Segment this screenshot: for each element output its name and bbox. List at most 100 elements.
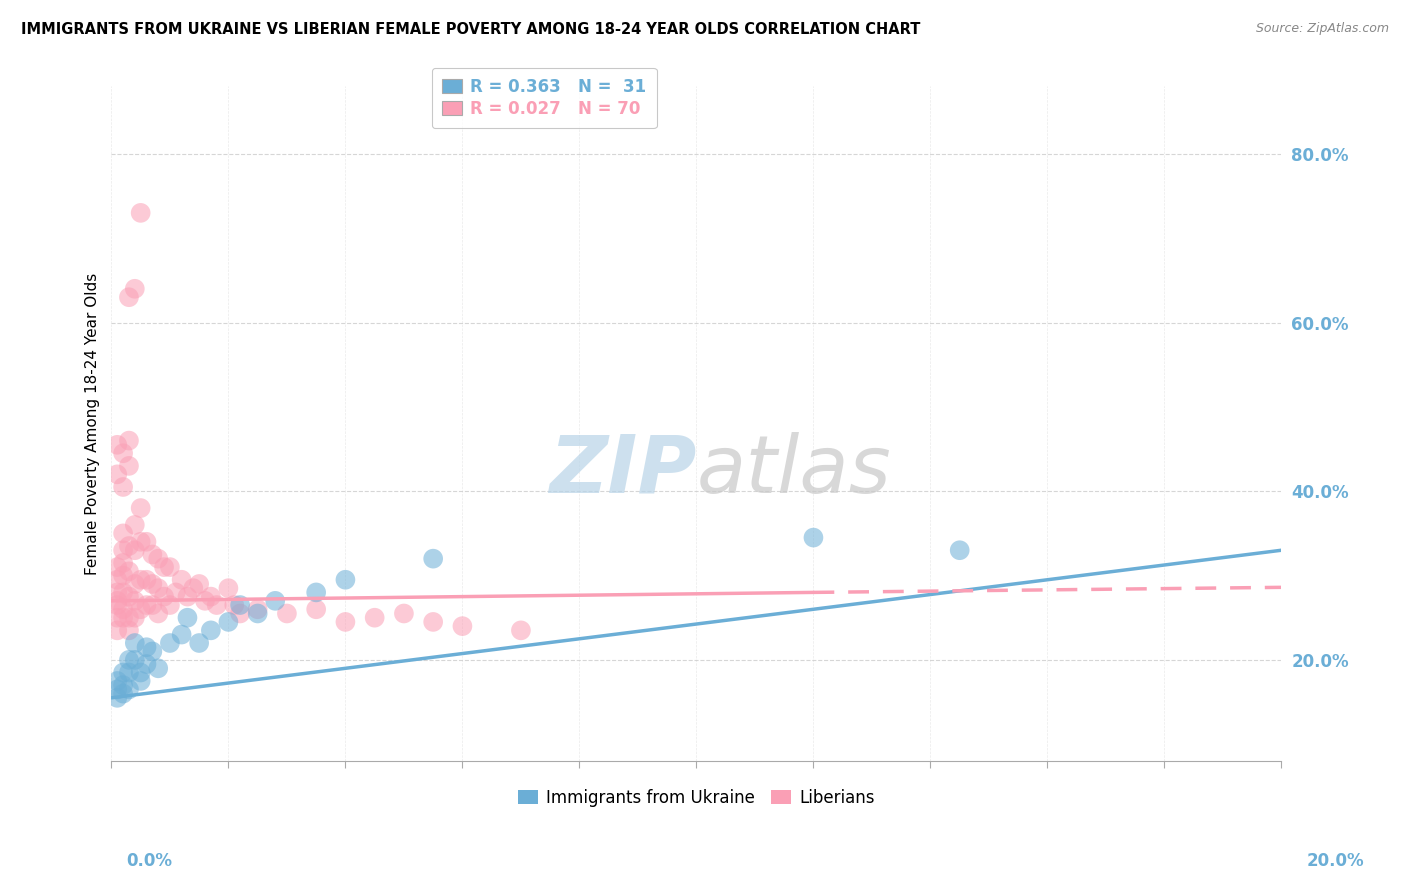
Point: [194, 594, 217, 608]
Point: [229, 598, 252, 612]
Point: [105, 467, 128, 482]
Point: [246, 607, 269, 621]
Point: [112, 480, 135, 494]
Point: [264, 594, 287, 608]
Point: [118, 458, 141, 473]
Point: [124, 610, 146, 624]
Point: [124, 636, 146, 650]
Point: [803, 531, 825, 545]
Point: [129, 665, 152, 680]
Text: ZIP: ZIP: [550, 432, 696, 510]
Point: [118, 624, 141, 638]
Point: [112, 678, 135, 692]
Point: [422, 551, 444, 566]
Point: [135, 573, 157, 587]
Point: [129, 602, 152, 616]
Point: [112, 585, 135, 599]
Point: [246, 602, 269, 616]
Point: [124, 543, 146, 558]
Point: [112, 446, 135, 460]
Point: [200, 624, 222, 638]
Point: [335, 615, 357, 629]
Point: [363, 610, 385, 624]
Point: [153, 560, 176, 574]
Point: [105, 690, 128, 705]
Point: [118, 665, 141, 680]
Point: [451, 619, 474, 633]
Point: [229, 607, 252, 621]
Point: [105, 610, 128, 624]
Text: 20.0%: 20.0%: [1306, 852, 1364, 870]
Point: [170, 573, 193, 587]
Point: [124, 577, 146, 591]
Point: [105, 682, 128, 697]
Point: [118, 290, 141, 304]
Point: [159, 560, 181, 574]
Point: [148, 581, 170, 595]
Point: [949, 543, 972, 558]
Point: [224, 598, 246, 612]
Point: [129, 501, 152, 516]
Point: [188, 577, 211, 591]
Point: [165, 585, 187, 599]
Point: [105, 598, 128, 612]
Point: [159, 598, 181, 612]
Point: [124, 282, 146, 296]
Point: [129, 673, 152, 688]
Point: [510, 624, 533, 638]
Point: [153, 590, 176, 604]
Point: [305, 602, 328, 616]
Point: [141, 548, 163, 562]
Point: [112, 543, 135, 558]
Point: [129, 206, 152, 220]
Point: [170, 627, 193, 641]
Point: [112, 556, 135, 570]
Point: [200, 590, 222, 604]
Point: [129, 573, 152, 587]
Point: [217, 581, 239, 595]
Legend: Immigrants from Ukraine, Liberians: Immigrants from Ukraine, Liberians: [510, 782, 882, 814]
Point: [141, 644, 163, 658]
Point: [335, 573, 357, 587]
Point: [159, 636, 181, 650]
Point: [135, 598, 157, 612]
Text: IMMIGRANTS FROM UKRAINE VS LIBERIAN FEMALE POVERTY AMONG 18-24 YEAR OLDS CORRELA: IMMIGRANTS FROM UKRAINE VS LIBERIAN FEMA…: [21, 22, 921, 37]
Point: [305, 585, 328, 599]
Point: [141, 577, 163, 591]
Point: [276, 607, 298, 621]
Point: [112, 610, 135, 624]
Point: [135, 640, 157, 655]
Point: [112, 687, 135, 701]
Point: [118, 564, 141, 578]
Point: [135, 534, 157, 549]
Point: [148, 551, 170, 566]
Point: [112, 665, 135, 680]
Point: [141, 598, 163, 612]
Point: [105, 438, 128, 452]
Point: [118, 653, 141, 667]
Point: [217, 615, 239, 629]
Point: [112, 602, 135, 616]
Point: [105, 573, 128, 587]
Point: [118, 610, 141, 624]
Point: [112, 568, 135, 582]
Point: [105, 624, 128, 638]
Point: [118, 539, 141, 553]
Point: [148, 661, 170, 675]
Point: [135, 657, 157, 671]
Point: [105, 673, 128, 688]
Point: [124, 653, 146, 667]
Text: atlas: atlas: [696, 432, 891, 510]
Point: [124, 517, 146, 532]
Point: [188, 636, 211, 650]
Point: [105, 560, 128, 574]
Point: [392, 607, 415, 621]
Point: [124, 594, 146, 608]
Point: [129, 534, 152, 549]
Point: [176, 590, 198, 604]
Text: 0.0%: 0.0%: [127, 852, 173, 870]
Point: [112, 526, 135, 541]
Point: [118, 682, 141, 697]
Point: [105, 594, 128, 608]
Text: Source: ZipAtlas.com: Source: ZipAtlas.com: [1256, 22, 1389, 36]
